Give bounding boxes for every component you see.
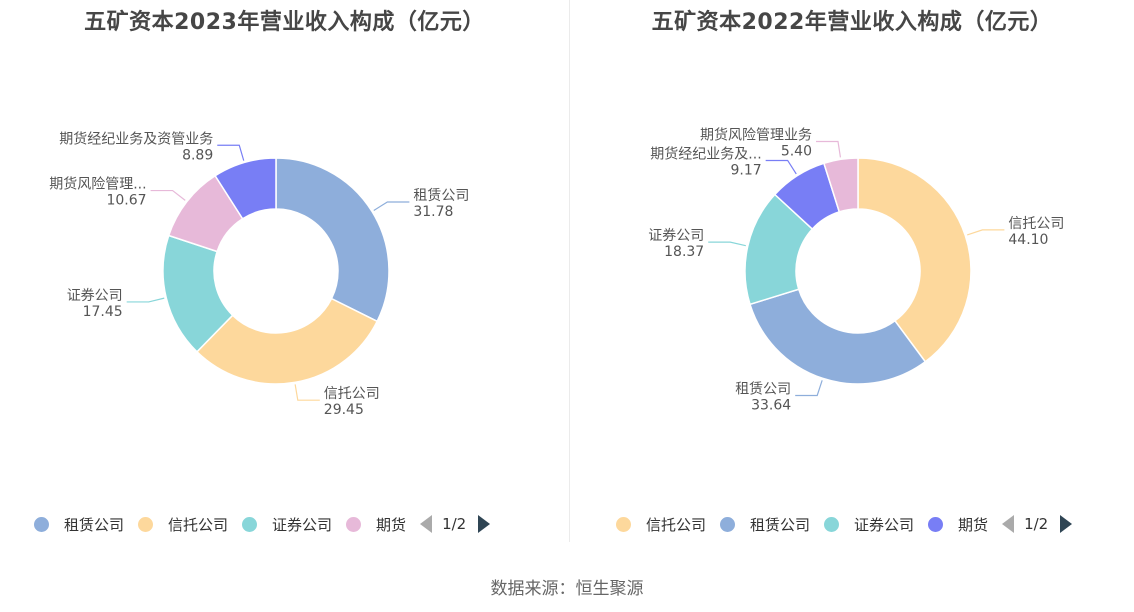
donut-slice[interactable]: [275, 157, 390, 323]
chart-panel-2023: 五矿资本2023年营业收入构成（亿元） 租赁公司 31.78 信托公司 29.45 证券…: [0, 0, 569, 545]
slice-value: 9.17: [730, 162, 761, 178]
label-leader-line: [795, 380, 823, 397]
chart-panel-2022: 五矿资本2022年营业收入构成（亿元） 信托公司 44.10 租赁公司 33.64 证券…: [570, 0, 1134, 545]
label-leader-line: [294, 384, 320, 401]
legend-label: 证券公司: [272, 515, 333, 534]
legend-item-trust[interactable]: 信托公司: [616, 514, 706, 535]
donut-slice[interactable]: [214, 157, 277, 220]
legend-label: 期货: [376, 515, 407, 534]
slice-label: 证券公司: [67, 288, 123, 304]
label-leader-line: [217, 144, 245, 161]
legend-dot-icon: [824, 516, 840, 532]
label-leader-line: [765, 159, 797, 175]
label-leader-line: [708, 241, 746, 247]
slice-value: 10.67: [106, 193, 146, 209]
slice-label: 期货经纪业务及...: [650, 145, 761, 162]
label-leader-line: [373, 201, 410, 211]
slice-value: 31.78: [413, 204, 453, 220]
legend-dot-icon: [720, 516, 736, 532]
legend-dot-icon: [616, 516, 631, 532]
data-source-note: 数据来源：恒生聚源: [490, 579, 644, 599]
legend-item-leasing[interactable]: 租赁公司: [720, 514, 810, 535]
legend-item-securities[interactable]: 证券公司: [824, 514, 914, 535]
slice-value: 8.89: [182, 147, 213, 163]
legend-dot-icon: [242, 516, 258, 532]
donut-slice[interactable]: [822, 157, 859, 213]
legend-dot-icon: [138, 516, 154, 532]
chart-legend: 信托公司 租赁公司 证券公司 期货 1/2: [616, 512, 1073, 536]
prev-page-icon[interactable]: [420, 515, 433, 533]
slice-label: 租赁公司: [735, 381, 791, 397]
slice-label: 期货风险管理业务: [700, 127, 812, 144]
chart-title: 五矿资本2023年营业收入构成（亿元）: [84, 10, 485, 35]
slice-label: 信托公司: [324, 386, 380, 402]
legend-dot-icon: [34, 516, 49, 532]
legend-label: 期货: [958, 515, 989, 534]
slice-value: 17.45: [83, 304, 123, 320]
label-leader-line: [815, 140, 842, 158]
legend-item-leasing[interactable]: 租赁公司: [34, 514, 124, 535]
chart-title: 五矿资本2022年营业收入构成（亿元）: [651, 10, 1053, 35]
slice-value: 33.64: [751, 397, 791, 413]
legend-item-futures[interactable]: 期货: [346, 514, 406, 535]
slice-value: 44.10: [1008, 232, 1048, 248]
slice-value: 18.37: [664, 244, 704, 260]
slice-value: 5.40: [781, 144, 812, 160]
slice-label: 期货风险管理...: [49, 176, 146, 193]
label-leader-line: [967, 229, 1005, 236]
legend-pager: 1/2: [1002, 515, 1073, 533]
next-page-icon[interactable]: [1060, 515, 1073, 533]
prev-page-icon[interactable]: [1002, 515, 1015, 533]
donut-slice[interactable]: [857, 157, 972, 363]
legend-label: 租赁公司: [750, 515, 811, 534]
legend-label: 租赁公司: [64, 515, 125, 534]
legend-page-indicator: 1/2: [442, 515, 467, 533]
slice-label: 证券公司: [648, 228, 704, 244]
slice-label: 租赁公司: [413, 188, 469, 204]
donut-slice[interactable]: [195, 297, 379, 385]
label-leader-line: [150, 189, 186, 201]
legend-item-securities[interactable]: 证券公司: [242, 514, 332, 535]
legend-label: 信托公司: [646, 515, 707, 534]
legend-dot-icon: [928, 516, 944, 532]
legend-item-trust[interactable]: 信托公司: [138, 514, 228, 535]
legend-pager: 1/2: [420, 515, 491, 533]
slice-label: 期货经纪业务及资管业务: [59, 130, 213, 147]
label-leader-line: [126, 297, 165, 303]
slice-value: 29.45: [324, 402, 364, 418]
panel-divider: [569, 0, 570, 542]
chart-legend: 租赁公司 信托公司 证券公司 期货 1/2: [34, 512, 491, 536]
slice-label: 信托公司: [1008, 216, 1064, 232]
legend-page-indicator: 1/2: [1024, 515, 1049, 533]
donut-slice[interactable]: [749, 288, 927, 385]
legend-item-futures[interactable]: 期货: [928, 514, 988, 535]
legend-label: 信托公司: [168, 515, 229, 534]
next-page-icon[interactable]: [478, 515, 491, 533]
legend-label: 证券公司: [854, 515, 915, 534]
legend-dot-icon: [346, 516, 362, 532]
